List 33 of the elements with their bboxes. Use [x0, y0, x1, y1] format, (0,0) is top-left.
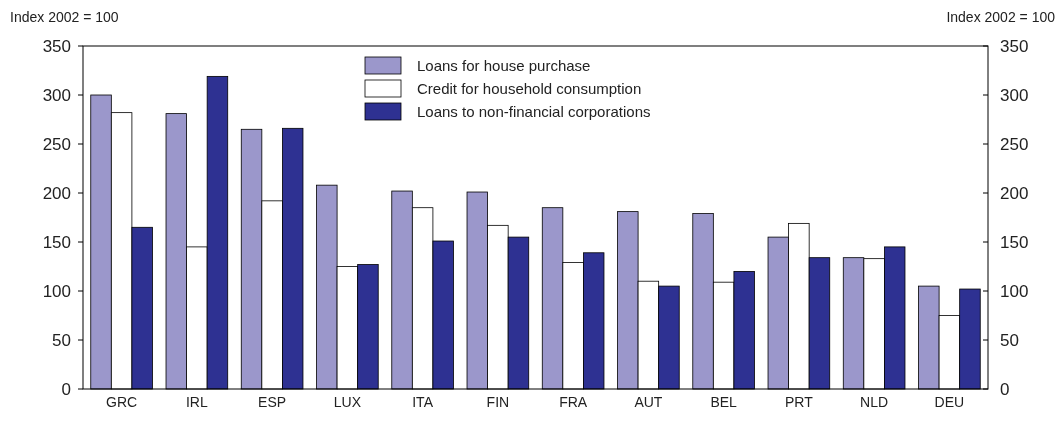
y2-tick-label: 150 [1000, 232, 1029, 252]
y-tick-label: 200 [42, 183, 71, 203]
x-tick-label: AUT [634, 394, 663, 410]
y2-tick-label: 200 [1000, 183, 1029, 203]
x-tick-label: FIN [486, 394, 510, 410]
y-tick-label: 50 [52, 330, 71, 350]
x-tick-label: ITA [412, 394, 434, 410]
legend-label: Loans for house purchase [417, 57, 591, 75]
x-tick-label: NLD [860, 394, 889, 410]
legend-label: Loans to non-financial corporations [417, 103, 651, 121]
legend-label: Credit for household consumption [417, 80, 642, 98]
x-tick-label: LUX [333, 394, 362, 410]
x-tick-label: DEU [934, 394, 965, 410]
x-tick-label: GRC [106, 394, 138, 410]
y-tick-label: 300 [42, 85, 71, 105]
x-tick-label: ESP [258, 394, 287, 410]
y2-tick-label: 350 [1000, 36, 1029, 56]
y2-axis-title: Index 2002 = 100 [946, 9, 1056, 25]
y2-tick-label: 0 [1000, 379, 1010, 399]
y2-tick-label: 250 [1000, 134, 1029, 154]
y-tick-label: 250 [42, 134, 71, 154]
y-tick-label: 350 [42, 36, 71, 56]
y2-tick-label: 50 [1000, 330, 1019, 350]
x-tick-label: BEL [710, 394, 738, 410]
y-tick-label: 0 [61, 379, 71, 399]
y2-tick-label: 100 [1000, 281, 1029, 301]
y-axis-title: Index 2002 = 100 [10, 9, 119, 25]
x-tick-label: PRT [785, 394, 814, 410]
y2-tick-label: 300 [1000, 85, 1029, 105]
x-tick-label: FRA [559, 394, 588, 410]
x-tick-label: IRL [185, 394, 208, 410]
y-tick-label: 150 [42, 232, 71, 252]
y-tick-label: 100 [42, 281, 71, 301]
